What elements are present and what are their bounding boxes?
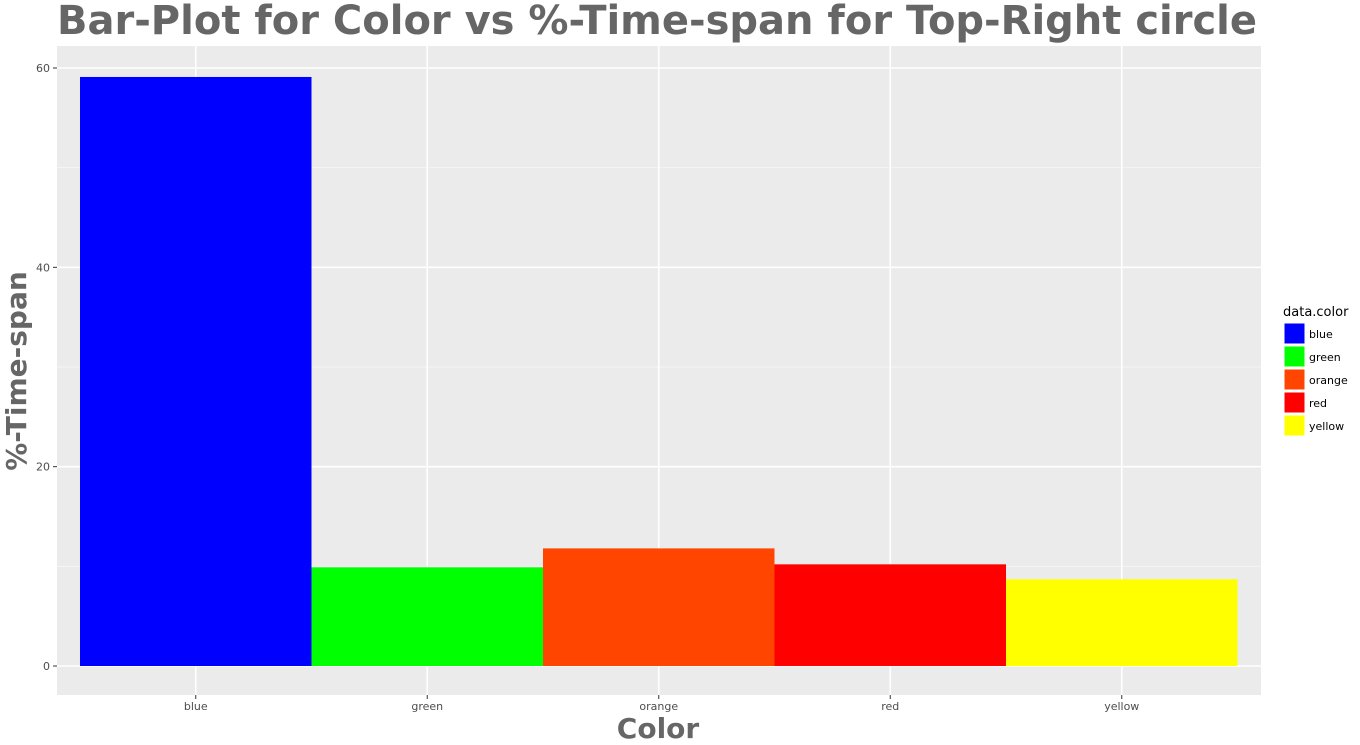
bar-yellow xyxy=(1006,579,1238,666)
legend-label-red: red xyxy=(1309,397,1327,410)
legend-label-green: green xyxy=(1309,351,1341,364)
x-axis-title: Color xyxy=(617,712,700,745)
y-tick-label: 60 xyxy=(36,62,50,75)
bar-green xyxy=(311,567,543,666)
bars xyxy=(80,76,1238,667)
x-axis: blue green orange red yellow xyxy=(184,695,1139,713)
legend-label-yellow: yellow xyxy=(1309,420,1344,433)
legend-label-blue: blue xyxy=(1309,328,1333,341)
legend-key-yellow xyxy=(1283,414,1306,437)
y-tick-label: 20 xyxy=(36,461,50,474)
legend: data.color blue green orange red yellow xyxy=(1283,305,1349,437)
bar-orange xyxy=(543,548,775,666)
y-axis: 0 20 40 60 xyxy=(36,62,57,673)
y-tick-label: 40 xyxy=(36,261,50,274)
legend-label-orange: orange xyxy=(1309,374,1348,387)
x-tick-label: red xyxy=(881,700,899,713)
legend-key-blue xyxy=(1283,322,1306,345)
chart-title: Bar-Plot for Color vs %-Time-span for To… xyxy=(57,0,1257,44)
legend-key-orange xyxy=(1283,368,1306,391)
x-tick-label: yellow xyxy=(1104,700,1139,713)
legend-key-green xyxy=(1283,345,1306,368)
bar-blue xyxy=(80,76,312,667)
x-tick-label: green xyxy=(411,700,443,713)
legend-title: data.color xyxy=(1283,305,1349,320)
y-axis-title: %-Time-span xyxy=(0,271,33,471)
x-tick-label: blue xyxy=(184,700,208,713)
bar-red xyxy=(774,564,1006,666)
x-tick-label: orange xyxy=(639,700,678,713)
y-tick-label: 0 xyxy=(43,660,50,673)
legend-key-red xyxy=(1283,391,1306,414)
